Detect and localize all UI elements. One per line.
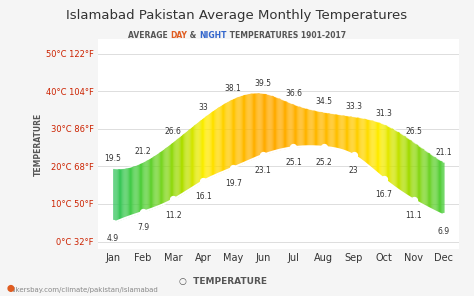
Text: 26.5: 26.5 (405, 128, 422, 136)
Text: 31.3: 31.3 (375, 110, 392, 118)
Text: 25.2: 25.2 (315, 158, 332, 167)
Point (410, 197, 418, 202)
Text: ⬤: ⬤ (7, 285, 15, 292)
Text: 11.1: 11.1 (406, 211, 422, 220)
Point (200, 179, 207, 184)
Text: ○  TEMPERATURE: ○ TEMPERATURE (179, 277, 267, 286)
Text: 11.2: 11.2 (165, 210, 182, 220)
Text: hikersbay.com/climate/pakistan/islamabad: hikersbay.com/climate/pakistan/islamabad (9, 287, 158, 293)
Text: 19.5: 19.5 (104, 154, 121, 163)
Text: 16.1: 16.1 (195, 192, 211, 201)
Text: 21.1: 21.1 (436, 148, 452, 157)
Text: 34.5: 34.5 (315, 97, 332, 106)
Text: AVERAGE: AVERAGE (128, 31, 171, 40)
Point (139, 210, 147, 214)
Point (229, 165, 237, 170)
Y-axis label: TEMPERATURE: TEMPERATURE (34, 112, 43, 176)
Point (169, 197, 177, 202)
Point (320, 144, 328, 149)
Text: 6.9: 6.9 (438, 227, 450, 236)
Text: 21.2: 21.2 (135, 147, 151, 156)
Point (350, 153, 357, 157)
Text: 25.1: 25.1 (285, 158, 302, 167)
Text: 36.6: 36.6 (285, 89, 302, 99)
Point (440, 213, 448, 218)
Text: 26.6: 26.6 (164, 127, 182, 136)
Text: DAY: DAY (171, 31, 187, 40)
Text: 33: 33 (198, 103, 208, 112)
Text: 23.1: 23.1 (255, 166, 272, 175)
Text: 23: 23 (349, 166, 358, 175)
Text: 19.7: 19.7 (225, 179, 242, 188)
Text: NIGHT: NIGHT (199, 31, 227, 40)
Text: 33.3: 33.3 (345, 102, 362, 111)
Text: TEMPERATURES 1901-2017: TEMPERATURES 1901-2017 (227, 31, 346, 40)
Text: 39.5: 39.5 (255, 79, 272, 88)
Text: Islamabad Pakistan Average Monthly Temperatures: Islamabad Pakistan Average Monthly Tempe… (66, 9, 408, 22)
Text: 16.7: 16.7 (375, 190, 392, 199)
Point (380, 176, 388, 181)
Point (290, 145, 297, 149)
Point (109, 221, 117, 226)
Text: 7.9: 7.9 (137, 223, 149, 232)
Point (260, 152, 267, 157)
Text: &: & (187, 31, 199, 40)
Text: 38.1: 38.1 (225, 84, 242, 93)
Text: 4.9: 4.9 (107, 234, 119, 243)
